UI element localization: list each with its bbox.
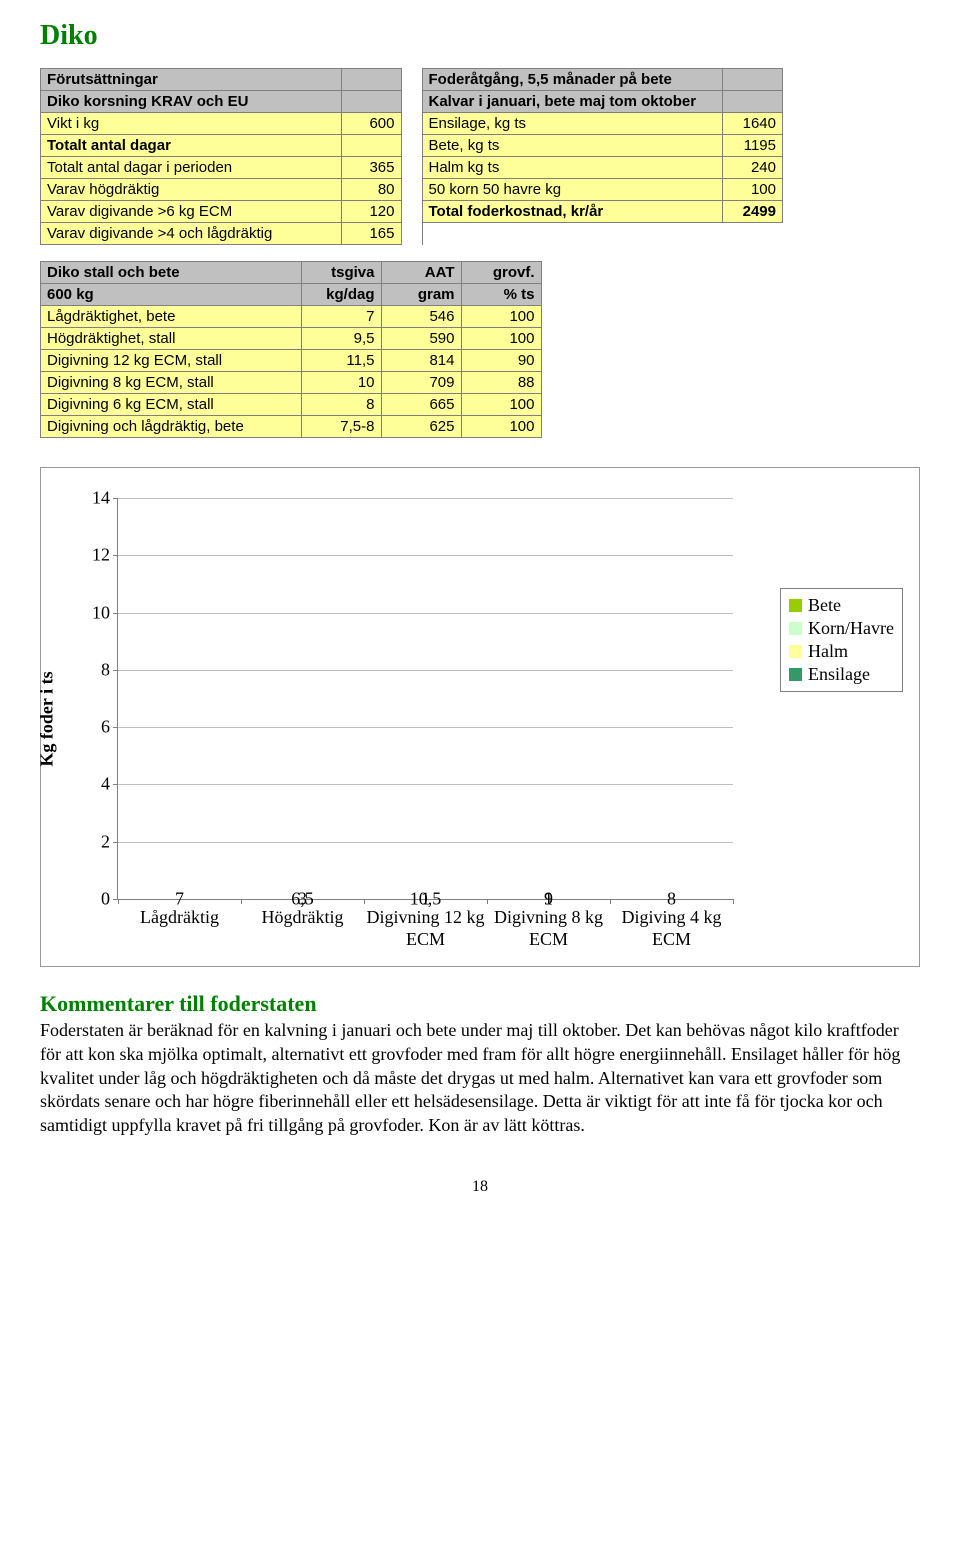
chart-ytick: 10 xyxy=(92,602,118,623)
chart-ytick: 4 xyxy=(101,774,118,795)
legend-swatch xyxy=(789,599,802,612)
legend-label: Halm xyxy=(808,641,848,662)
legend-label: Ensilage xyxy=(808,664,870,685)
legend-label: Bete xyxy=(808,595,841,616)
commentary-section: Kommentarer till foderstaten Foderstaten… xyxy=(40,991,920,1138)
legend-swatch xyxy=(789,645,802,658)
legend-item: Halm xyxy=(789,641,894,662)
table-foderatgang: Foderåtgång, 5,5 månader på beteKalvar i… xyxy=(422,68,784,245)
legend-swatch xyxy=(789,622,802,635)
chart-legend: BeteKorn/HavreHalmEnsilage xyxy=(780,588,903,692)
chart-xtick: Lågdräktig xyxy=(110,899,250,929)
chart-xtick: Digivning 8 kg ECM xyxy=(479,899,619,950)
table-forutsattningar: FörutsättningarDiko korsning KRAV och EU… xyxy=(40,68,402,245)
commentary-body: Foderstaten är beräknad för en kalvning … xyxy=(40,1019,920,1138)
chart-xtick: Digivning 12 kg ECM xyxy=(356,899,496,950)
chart-ytick: 6 xyxy=(101,717,118,738)
chart-xtick: Digiving 4 kg ECM xyxy=(602,899,742,950)
chart-xtick: Högdräktig xyxy=(233,899,373,929)
chart-ytick: 8 xyxy=(101,659,118,680)
chart-y-axis-label: Kg foder i ts xyxy=(37,671,58,766)
table-diko-stall: Diko stall och betetsgivaAATgrovf.600 kg… xyxy=(40,261,542,438)
legend-item: Ensilage xyxy=(789,664,894,685)
top-tables-row: FörutsättningarDiko korsning KRAV och EU… xyxy=(40,68,920,245)
chart-plot-area: 024681012147Lågdräktig6,53Högdräktig10,5… xyxy=(117,498,733,900)
legend-label: Korn/Havre xyxy=(808,618,894,639)
legend-item: Bete xyxy=(789,595,894,616)
chart-ytick: 2 xyxy=(101,831,118,852)
chart-ytick: 12 xyxy=(92,545,118,566)
legend-swatch xyxy=(789,668,802,681)
page-title: Diko xyxy=(40,20,920,52)
commentary-title: Kommentarer till foderstaten xyxy=(40,991,920,1017)
chart-ytick: 14 xyxy=(92,488,118,509)
page-number: 18 xyxy=(40,1178,920,1196)
feed-chart: Kg foder i ts 024681012147Lågdräktig6,53… xyxy=(40,467,920,967)
legend-item: Korn/Havre xyxy=(789,618,894,639)
